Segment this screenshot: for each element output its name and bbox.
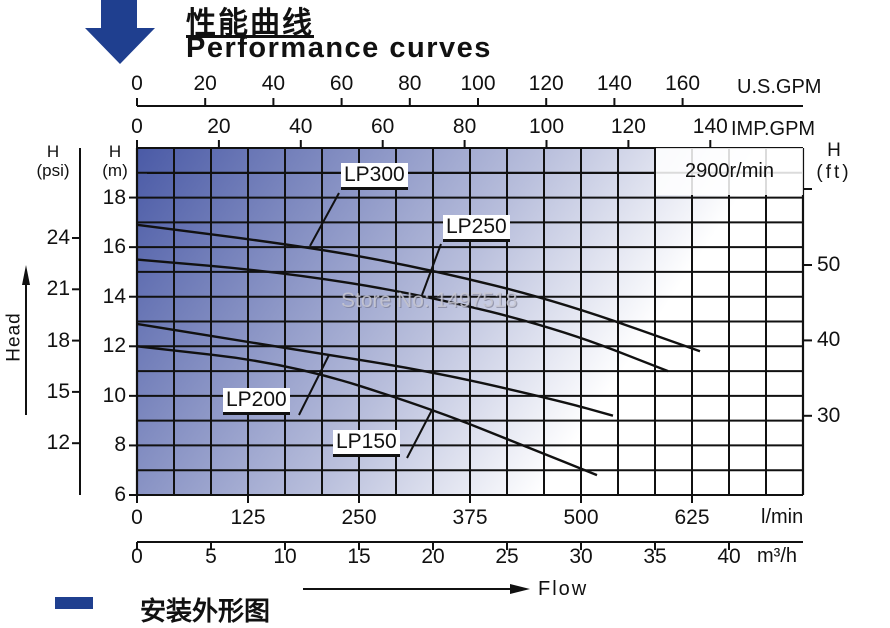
tick-label: 140 (692, 115, 728, 138)
tick-label: 8 (114, 433, 126, 457)
leader-lp200 (298, 354, 330, 416)
curve-lp250 (136, 258, 669, 373)
section-marker-icon (55, 597, 93, 609)
series-label-lp250: LP250 (443, 215, 510, 242)
tick-label: 6 (114, 483, 126, 506)
tick-label: 100 (528, 115, 565, 138)
tick-label: 500 (563, 506, 599, 529)
tick-label: 14 (102, 284, 126, 308)
tick-label: 20 (421, 545, 445, 568)
tick-label: 80 (452, 115, 477, 138)
label-leaders (298, 192, 442, 459)
tick-label: 375 (452, 506, 488, 529)
tick-label: 35 (643, 545, 667, 568)
ft-axis-title: H (ft) (814, 140, 854, 184)
tick-label: 12 (102, 334, 126, 358)
m-axis-unit: (m) (102, 161, 128, 180)
tick-label: 40 (717, 545, 741, 568)
series-label-lp150: LP150 (333, 430, 400, 457)
tick-label: 250 (341, 506, 377, 529)
title-chinese: 性能曲线 (186, 6, 314, 41)
tick-label: 15 (46, 379, 70, 403)
tick-label: 60 (371, 115, 395, 138)
tick-label: 40 (817, 328, 841, 352)
m-axis-h: H (108, 142, 122, 161)
tick-label: 12 (46, 431, 70, 455)
leader-lp150 (406, 409, 433, 459)
tick-label: 24 (46, 226, 70, 249)
curve-lp150 (136, 345, 598, 477)
performance-curves (136, 223, 701, 477)
tick-label: 20 (207, 115, 231, 138)
tick-label: 16 (102, 235, 126, 259)
tick-label: 10 (273, 545, 297, 568)
tick-label: 125 (230, 506, 266, 529)
tick-label: 5 (205, 545, 217, 568)
tick-label: 18 (46, 328, 70, 352)
chart-svg (22, 0, 812, 594)
tick-label: 100 (460, 72, 496, 95)
tick-label: 25 (495, 545, 519, 568)
tick-label: 50 (817, 253, 841, 276)
tick-label: 30 (569, 545, 593, 568)
tick-label: 18 (102, 185, 126, 209)
tick-label: 625 (674, 506, 710, 529)
imp-gpm-label: IMP.GPM (731, 118, 816, 140)
speed-label: 2900r/min (656, 148, 803, 195)
tick-label: 120 (610, 115, 646, 138)
tick-label: 160 (665, 72, 701, 95)
tick-label: 10 (102, 383, 126, 407)
tick-label: 120 (528, 72, 564, 95)
series-label-lp200: LP200 (223, 388, 290, 415)
m-axis-title: H (m) (98, 142, 132, 180)
series-label-lp300: LP300 (341, 163, 408, 190)
title-english: Performance curves (186, 32, 492, 64)
flow-label: Flow (538, 578, 589, 600)
tick-label: 40 (289, 115, 313, 138)
tick-label: 30 (817, 403, 841, 427)
tick-label: 140 (596, 72, 632, 95)
tick-label: 20 (193, 72, 217, 95)
us-gpm-label: U.S.GPM (737, 76, 822, 98)
leader-lp300 (309, 192, 340, 247)
ft-axis-h: H (827, 140, 841, 161)
tick-label: 40 (261, 72, 286, 95)
tick-label: 15 (347, 545, 371, 568)
curve-lp300 (136, 223, 701, 353)
tick-label: 21 (46, 277, 70, 301)
head-axis-label: Head (3, 312, 25, 362)
leader-lp250 (421, 243, 442, 296)
psi-axis-title: H (psi) (33, 142, 73, 180)
tick-label: 60 (329, 72, 354, 95)
watermark: Store No: 1497518 (341, 289, 518, 312)
tick-label: 0 (131, 545, 143, 568)
flow-arrow-icon (510, 584, 530, 594)
psi-axis-h: H (46, 142, 60, 161)
tick-label: 0 (131, 115, 143, 138)
tick-label: 80 (398, 72, 422, 95)
tick-label: 0 (131, 506, 143, 529)
curve-lp200 (136, 322, 614, 417)
next-section-title: 安装外形图 (140, 597, 271, 627)
axes (22, 98, 812, 594)
head-arrow-icon (22, 265, 30, 285)
tick-label: 0 (131, 72, 143, 95)
psi-axis-unit: (psi) (36, 161, 70, 180)
down-arrow-icon (85, 0, 155, 64)
m3h-label: m³/h (757, 545, 797, 567)
ft-axis-unit: (ft) (816, 162, 852, 183)
lmin-label: l/min (761, 506, 804, 528)
